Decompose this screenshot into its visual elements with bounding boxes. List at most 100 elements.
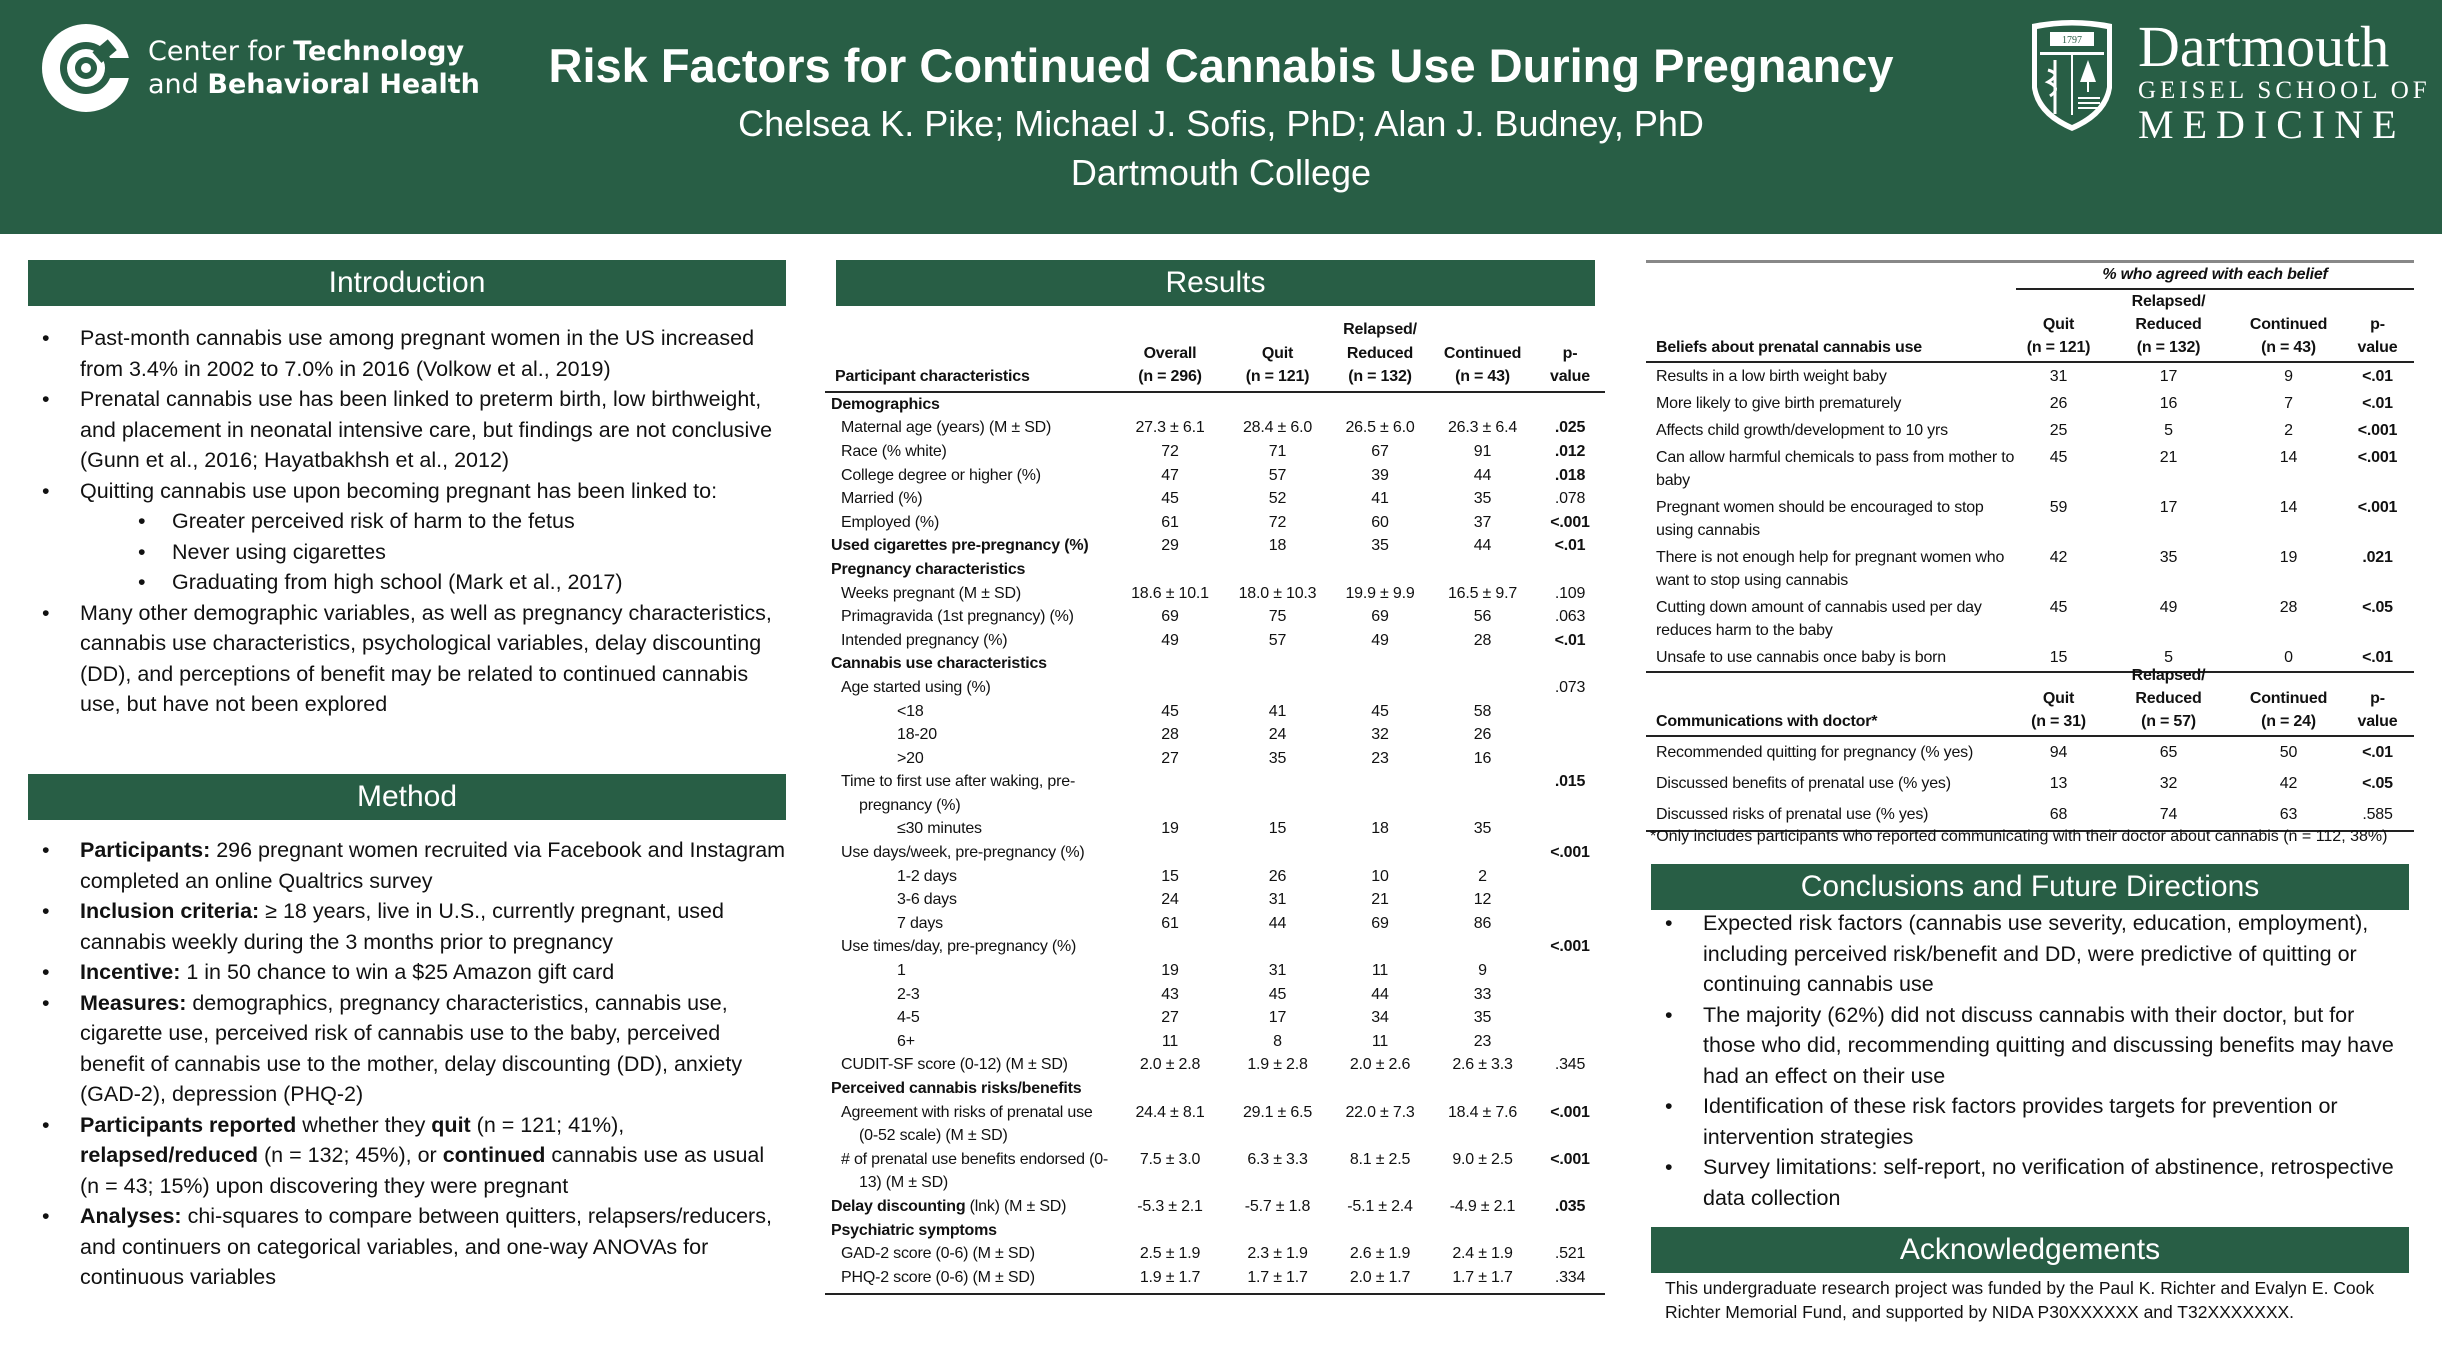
cell-value: 69 — [1371, 608, 1389, 626]
cell-value: 18 — [1268, 537, 1287, 555]
cell-value: 9.0 ± 2.5 — [1452, 1150, 1513, 1168]
bullet-bold-text: Participants: — [80, 838, 211, 862]
bullet-text: 1 in 50 chance to win a $25 Amazon gift … — [180, 960, 615, 984]
row-label: Discussed benefits of prenatal use (% ye… — [1656, 775, 1951, 792]
cell-value: 9 — [1478, 962, 1487, 980]
bullet-item: Analyses: chi-squares to compare between… — [28, 1201, 786, 1293]
cell-value: 18.4 ± 7.6 — [1447, 1103, 1518, 1121]
p-value: <.001 — [2357, 422, 2398, 439]
p-value: .018 — [1554, 466, 1586, 484]
p-value — [1535, 865, 1605, 889]
row-label: ≤30 minutes — [825, 817, 1115, 841]
bullet-item: Survey limitations: self-report, no veri… — [1651, 1152, 2409, 1213]
bullet-text: Identification of these risk factors pro… — [1703, 1094, 2338, 1149]
cell-value: 25 — [2049, 422, 2068, 439]
column-header: Relapsed/ Reduced (n = 132) — [2101, 289, 2236, 363]
cell-value: 21 — [2159, 449, 2178, 466]
ctbh-c-logo-icon — [42, 24, 132, 112]
cell-value: 69 — [1161, 608, 1179, 626]
row-label-text: Cannabis use characteristics — [831, 655, 1047, 673]
seal-year: 1797 — [2062, 35, 2082, 46]
conclusions-heading: Conclusions and Future Directions — [1651, 864, 2409, 910]
cell-value: 49 — [1161, 631, 1179, 649]
p-value: <.001 — [1550, 1150, 1590, 1168]
cell-value: 2.5 ± 1.9 — [1139, 1245, 1201, 1263]
cell-value: 59 — [2049, 499, 2068, 516]
cell-value: 28.4 ± 6.0 — [1242, 419, 1313, 437]
p-value: <.01 — [2362, 368, 2393, 385]
row-label: Discussed risks of prenatal use (% yes) — [1646, 799, 2016, 832]
cell-value: 35 — [1371, 537, 1389, 555]
cell-value: 68 — [2016, 799, 2101, 832]
cell-value — [1330, 676, 1430, 700]
row-label-text: PHQ-2 score (0-6) (M ± SD) — [841, 1268, 1035, 1286]
table-row: Discussed benefits of prenatal use (% ye… — [1646, 768, 2414, 799]
table-row: Recommended quitting for pregnancy (% ye… — [1646, 736, 2414, 768]
cell-value: 8.1 ± 2.5 — [1349, 1150, 1411, 1168]
bullet-item: Measures: demographics, pregnancy charac… — [28, 988, 786, 1110]
row-label: CUDIT-SF score (0-12) (M ± SD) — [825, 1053, 1115, 1077]
row-label: Perceived cannabis risks/benefits — [825, 1077, 1115, 1101]
table-row: Cutting down amount of cannabis used per… — [1646, 594, 2414, 644]
cell-value — [1225, 558, 1330, 582]
dartmouth-logo: 1797 Dartmouth GEISEL SCHOOL OF MEDICINE — [2028, 18, 2431, 145]
p-value: .021 — [2362, 549, 2393, 566]
column-header: Overall (n = 296) — [1115, 318, 1225, 393]
table-row: 1-2 days 15 26 10 2 — [825, 865, 1605, 889]
cell-value: 5 — [2164, 422, 2173, 439]
cell-value: 8 — [1273, 1032, 1282, 1050]
conclusions-bullets: Expected risk factors (cannabis use seve… — [1651, 908, 2409, 1213]
p-value: .035 — [1554, 1197, 1586, 1215]
acknowledgements-text: This undergraduate research project was … — [1665, 1278, 2375, 1322]
table-row: ≤30 minutes 19 15 18 35 — [825, 817, 1605, 841]
cell-value: 24.4 ± 8.1 — [1135, 1103, 1205, 1121]
cell-value: 19.9 ± 9.9 — [1345, 584, 1415, 602]
cell-value: 43 — [1161, 985, 1179, 1003]
table-row: 18-20 28 24 32 26 — [825, 723, 1605, 747]
table-row: 6+ 11 8 11 23 — [825, 1030, 1605, 1054]
row-label-text: 7 days — [897, 914, 943, 932]
row-label-text: Weeks pregnant (M ± SD) — [841, 584, 1021, 602]
row-label: Cannabis use characteristics — [825, 652, 1115, 676]
poster-institution: Dartmouth College — [1070, 152, 1372, 193]
cell-value: 29.1 ± 6.5 — [1242, 1103, 1313, 1121]
table-row: Weeks pregnant (M ± SD) 18.6 ± 10.1 18.0 ±… — [825, 582, 1605, 606]
bullet-bold-text: continued — [442, 1143, 546, 1167]
cell-value: 49 — [2159, 599, 2178, 616]
cell-value — [1115, 1219, 1225, 1243]
row-label-text: Demographics — [831, 395, 940, 413]
cell-value: 45 — [1371, 702, 1389, 720]
row-label: Recommended quitting for pregnancy (% ye… — [1656, 744, 1974, 761]
cell-value: 18.0 ± 10.3 — [1238, 584, 1317, 602]
table-row: Pregnant women should be encouraged to s… — [1646, 494, 2414, 544]
row-label: Delay discounting (lnk) (M ± SD) — [825, 1195, 1115, 1219]
row-label-text: GAD-2 score (0-6) (M ± SD) — [841, 1245, 1035, 1263]
cell-value — [1330, 1219, 1430, 1243]
table-row: 1 19 31 11 9 — [825, 959, 1605, 983]
row-label: Weeks pregnant (M ± SD) — [825, 582, 1115, 606]
cell-value: 65 — [2159, 744, 2178, 761]
row-label-text: Pregnancy characteristics — [831, 560, 1026, 578]
table-section-row: Pregnancy characteristics — [825, 558, 1605, 582]
column-header: Continued (n = 24) — [2236, 664, 2341, 737]
row-label: <18 — [825, 700, 1115, 724]
table-row: 2-3 43 45 44 33 — [825, 983, 1605, 1007]
row-label-text: Use days/week, pre-pregnancy (%) — [841, 844, 1085, 862]
cell-value: 19 — [2279, 549, 2298, 566]
column-header: p- value — [1535, 318, 1605, 393]
table-row: >20 27 35 23 16 — [825, 747, 1605, 771]
p-value: .334 — [1535, 1265, 1605, 1296]
table-row: Results in a low birth weight baby 31 17 9 <… — [1646, 362, 2414, 390]
cell-value: 56 — [1473, 608, 1492, 626]
cell-value: 44 — [1371, 985, 1389, 1003]
cell-value: 27 — [1161, 1009, 1179, 1027]
results-heading: Results — [836, 260, 1595, 306]
p-value — [1535, 912, 1605, 936]
p-value: <.01 — [2362, 395, 2393, 412]
row-label: 18-20 — [825, 723, 1115, 747]
bullet-bold-text: Measures: — [80, 990, 187, 1015]
cell-value: 44 — [1268, 914, 1287, 932]
cell-value: 42 — [2049, 549, 2068, 566]
cell-value: 16 — [2159, 395, 2178, 412]
cell-value — [1330, 1077, 1430, 1101]
